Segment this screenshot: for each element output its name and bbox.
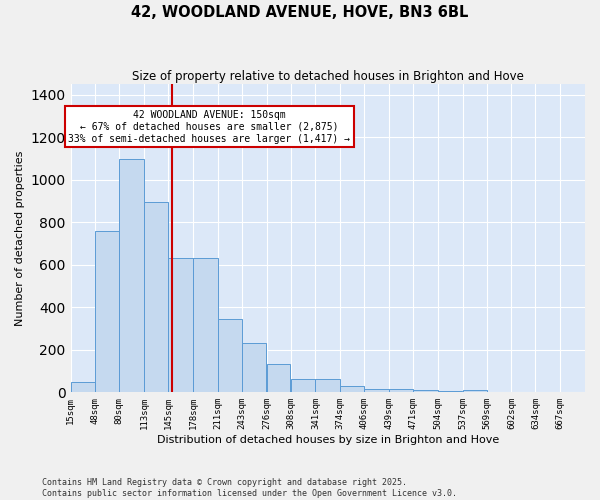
Bar xyxy=(340,386,364,392)
Bar xyxy=(144,202,168,392)
Bar xyxy=(316,378,340,392)
Title: Size of property relative to detached houses in Brighton and Hove: Size of property relative to detached ho… xyxy=(132,70,524,83)
Bar xyxy=(71,382,95,392)
Bar xyxy=(193,258,218,392)
Bar xyxy=(95,231,119,392)
Bar xyxy=(168,258,193,392)
Bar xyxy=(218,319,242,392)
Text: 42, WOODLAND AVENUE, HOVE, BN3 6BL: 42, WOODLAND AVENUE, HOVE, BN3 6BL xyxy=(131,5,469,20)
Bar xyxy=(291,378,315,392)
Bar xyxy=(463,390,487,392)
Bar xyxy=(413,390,437,392)
Bar xyxy=(266,364,290,392)
Y-axis label: Number of detached properties: Number of detached properties xyxy=(15,150,25,326)
Text: Contains HM Land Registry data © Crown copyright and database right 2025.
Contai: Contains HM Land Registry data © Crown c… xyxy=(42,478,457,498)
Text: 42 WOODLAND AVENUE: 150sqm
← 67% of detached houses are smaller (2,875)
33% of s: 42 WOODLAND AVENUE: 150sqm ← 67% of deta… xyxy=(68,110,350,144)
X-axis label: Distribution of detached houses by size in Brighton and Hove: Distribution of detached houses by size … xyxy=(157,435,499,445)
Bar xyxy=(119,158,144,392)
Bar xyxy=(242,344,266,392)
Bar xyxy=(364,388,389,392)
Bar xyxy=(389,389,413,392)
